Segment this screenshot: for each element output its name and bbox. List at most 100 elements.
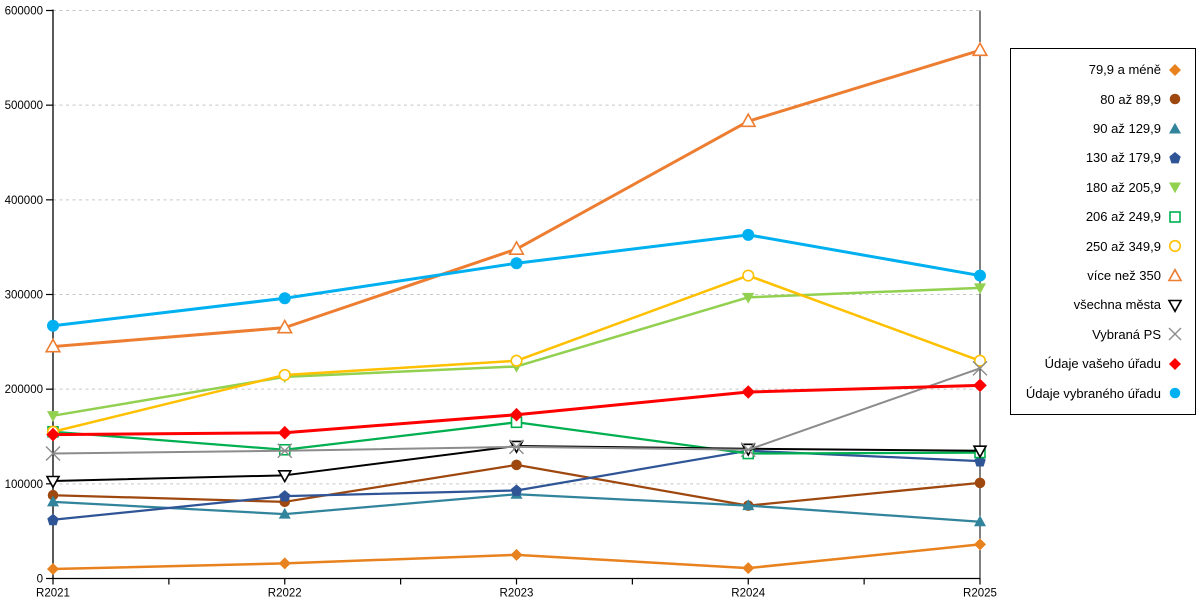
circle-marker-icon bbox=[974, 269, 986, 282]
legend-item-label: 206 až 249,9 bbox=[1085, 209, 1161, 225]
x-marker-icon bbox=[972, 360, 988, 376]
diamond-marker-icon bbox=[277, 425, 292, 440]
circle-marker-icon bbox=[278, 368, 291, 382]
triangle-down-marker-icon bbox=[974, 283, 986, 295]
series-11 bbox=[47, 228, 986, 332]
x-marker-icon bbox=[277, 443, 293, 459]
legend-item: Údaje vybraného úřadu bbox=[1011, 380, 1195, 406]
y-tick-label: 400000 bbox=[5, 195, 43, 207]
legend-item-label: Vybraná PS bbox=[1092, 326, 1161, 342]
series-9 bbox=[45, 360, 988, 462]
y-tick-label: 100000 bbox=[5, 479, 43, 491]
x-marker-icon bbox=[1168, 327, 1182, 341]
y-tick-label: 500000 bbox=[5, 100, 43, 112]
y-tick-label: 600000 bbox=[5, 6, 43, 18]
series-1 bbox=[47, 459, 986, 511]
circle-marker-icon bbox=[742, 269, 755, 282]
x-marker-icon bbox=[509, 439, 524, 455]
legend-marker-icon bbox=[1169, 182, 1181, 194]
x-tick-label: R2025 bbox=[963, 588, 997, 600]
circle-marker-icon bbox=[974, 477, 986, 489]
chart-legend: 79,9 a méně 80 až 89,9 90 až 129,9 130 až 1… bbox=[1010, 48, 1196, 415]
chart-plot-area: 0 100000 200000 300000 400000 500000 600000 R20… bbox=[5, 6, 997, 600]
legend-item-label: více než 350 bbox=[1087, 268, 1161, 284]
diamond-marker-icon bbox=[47, 563, 59, 576]
series-7 bbox=[44, 41, 989, 353]
legend-marker-icon bbox=[1167, 299, 1183, 313]
y-tick-label: 0 bbox=[37, 574, 43, 586]
legend-item: 80 až 89,9 bbox=[1011, 86, 1195, 112]
circle-marker-icon bbox=[47, 489, 59, 501]
diamond-marker-icon bbox=[510, 548, 523, 561]
circle-marker-icon bbox=[511, 459, 522, 471]
legend-marker-icon bbox=[1169, 387, 1181, 399]
triangle-down-marker-icon bbox=[45, 475, 61, 489]
triangle-up-marker-icon bbox=[278, 507, 291, 519]
series-0 bbox=[47, 538, 986, 576]
circle-marker-icon bbox=[510, 354, 523, 367]
pentagon-marker-icon bbox=[1169, 151, 1181, 164]
circle-marker-icon bbox=[1168, 240, 1182, 253]
circle-marker-icon bbox=[1169, 387, 1181, 399]
legend-item-label: všechna města bbox=[1073, 297, 1161, 313]
triangle-up-marker-icon bbox=[971, 41, 989, 57]
legend-item-label: 79,9 a méně bbox=[1088, 62, 1161, 78]
legend-item: 180 až 205,9 bbox=[1011, 174, 1195, 200]
triangle-up-marker-icon bbox=[47, 495, 59, 507]
x-marker-icon bbox=[740, 442, 756, 458]
legend-marker-icon bbox=[1169, 63, 1181, 76]
legend-item-label: 130 až 179,9 bbox=[1085, 150, 1161, 166]
legend-item-label: 80 až 89,9 bbox=[1100, 91, 1161, 107]
triangle-up-marker-icon bbox=[742, 499, 755, 511]
circle-marker-icon bbox=[510, 257, 523, 270]
series-6 bbox=[46, 269, 987, 438]
legend-marker-icon bbox=[1169, 93, 1181, 105]
pentagon-marker-icon bbox=[510, 484, 523, 496]
legend-item: Údaje vašeho úřadu bbox=[1011, 351, 1195, 377]
legend-item: 90 až 129,9 bbox=[1011, 116, 1195, 142]
legend-item-label: Údaje vybraného úřadu bbox=[1025, 385, 1161, 401]
circle-marker-icon bbox=[1169, 93, 1181, 105]
pentagon-marker-icon bbox=[279, 490, 291, 502]
triangle-up-marker-icon bbox=[974, 515, 986, 527]
x-tick-label: R2024 bbox=[731, 588, 765, 600]
triangle-down-marker-icon bbox=[742, 292, 755, 304]
triangle-down-marker-icon bbox=[972, 445, 988, 459]
legend-item-label: 250 až 349,9 bbox=[1085, 238, 1161, 254]
diamond-marker-icon bbox=[974, 538, 986, 551]
legend-marker-icon bbox=[1167, 267, 1183, 281]
triangle-up-marker-icon bbox=[276, 318, 293, 334]
diamond-marker-icon bbox=[278, 557, 291, 570]
legend-item-label: 90 až 129,9 bbox=[1093, 121, 1161, 137]
triangle-down-marker-icon bbox=[47, 411, 59, 422]
legend-item: 250 až 349,9 bbox=[1011, 233, 1195, 259]
triangle-up-marker-icon bbox=[1169, 122, 1181, 134]
circle-marker-icon bbox=[973, 354, 987, 367]
circle-marker-icon bbox=[278, 292, 291, 305]
series-10 bbox=[46, 378, 987, 442]
legend-item: všechna města bbox=[1011, 292, 1195, 318]
series-line bbox=[52, 48, 981, 349]
x-tick-label: R2023 bbox=[500, 588, 534, 600]
circle-marker-icon bbox=[47, 319, 59, 332]
legend-item: 130 až 179,9 bbox=[1011, 145, 1195, 171]
series-4 bbox=[47, 283, 986, 422]
legend-marker-icon bbox=[1169, 151, 1181, 164]
legend-item: více než 350 bbox=[1011, 263, 1195, 289]
y-tick-label: 300000 bbox=[5, 290, 43, 302]
square-marker-icon bbox=[1169, 210, 1181, 223]
diamond-marker-icon bbox=[742, 562, 755, 575]
x-tick-label: R2021 bbox=[36, 588, 70, 600]
diamond-marker-icon bbox=[741, 385, 756, 399]
triangle-down-marker-icon bbox=[1169, 182, 1181, 194]
legend-item: Vybraná PS bbox=[1011, 321, 1195, 347]
triangle-down-marker-icon bbox=[277, 470, 293, 484]
diamond-marker-icon bbox=[973, 378, 987, 393]
legend-marker-icon bbox=[1169, 357, 1181, 370]
triangle-up-marker-icon bbox=[44, 337, 62, 353]
x-tick-label: R2022 bbox=[268, 588, 302, 600]
legend-marker-icon bbox=[1168, 327, 1182, 341]
legend-item-label: 180 až 205,9 bbox=[1085, 179, 1161, 195]
diamond-marker-icon bbox=[46, 427, 60, 442]
triangle-up-marker-icon bbox=[508, 240, 525, 255]
